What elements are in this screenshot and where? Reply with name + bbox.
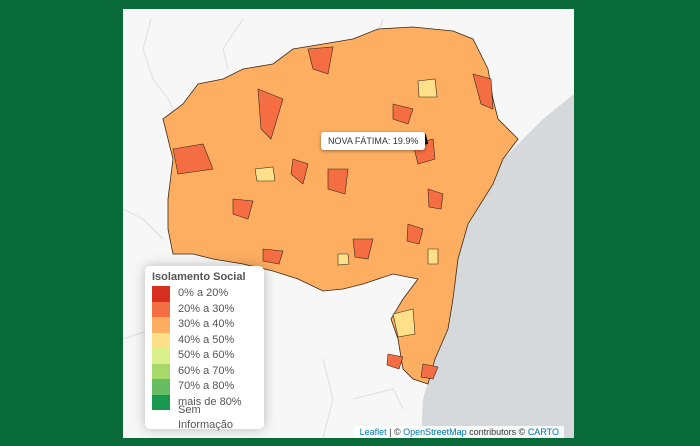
municipalities-20-30[interactable] xyxy=(172,46,494,380)
legend-item: Sem Informação xyxy=(152,404,257,431)
swatch-30-40 xyxy=(152,317,170,333)
state-bahia[interactable] xyxy=(162,26,519,385)
map-tooltip: NOVA FÁTIMA: 19.9% xyxy=(321,132,426,150)
leaflet-link[interactable]: Leaflet xyxy=(359,427,387,437)
ocean xyxy=(421,94,574,438)
swatch-20-30 xyxy=(152,301,170,317)
swatch-no-info xyxy=(152,410,170,426)
osm-link[interactable]: OpenStreetMap xyxy=(403,427,467,437)
map-legend: Isolamento Social 0% a 20% 20% a 30% 30%… xyxy=(145,266,264,431)
legend-item: 30% a 40% xyxy=(152,317,257,333)
swatch-50-60 xyxy=(152,348,170,364)
swatch-40-50 xyxy=(152,332,170,348)
legend-item: 70% a 80% xyxy=(152,379,257,395)
swatch-80-plus xyxy=(152,394,170,410)
legend-item: 20% a 30% xyxy=(152,301,257,317)
legend-item: 50% a 60% xyxy=(152,348,257,364)
legend-item: 0% a 20% xyxy=(152,286,257,302)
swatch-0-20 xyxy=(152,286,170,302)
map-canvas[interactable] xyxy=(123,9,574,438)
legend-item: 40% a 50% xyxy=(152,332,257,348)
legend-title: Isolamento Social xyxy=(152,271,246,283)
map-attribution: Leaflet | © OpenStreetMap contributors ©… xyxy=(354,426,564,438)
carto-link[interactable]: CARTO xyxy=(527,427,559,437)
legend-item: 60% a 70% xyxy=(152,363,257,379)
choropleth-map[interactable]: NOVA FÁTIMA: 19.9% Isolamento Social 0% … xyxy=(123,9,574,438)
map-frame: NOVA FÁTIMA: 19.9% Isolamento Social 0% … xyxy=(123,9,574,438)
municipalities-40-50[interactable] xyxy=(254,78,439,338)
swatch-70-80 xyxy=(152,379,170,395)
swatch-60-70 xyxy=(152,363,170,379)
legend-item: mais de 80% xyxy=(152,394,257,410)
